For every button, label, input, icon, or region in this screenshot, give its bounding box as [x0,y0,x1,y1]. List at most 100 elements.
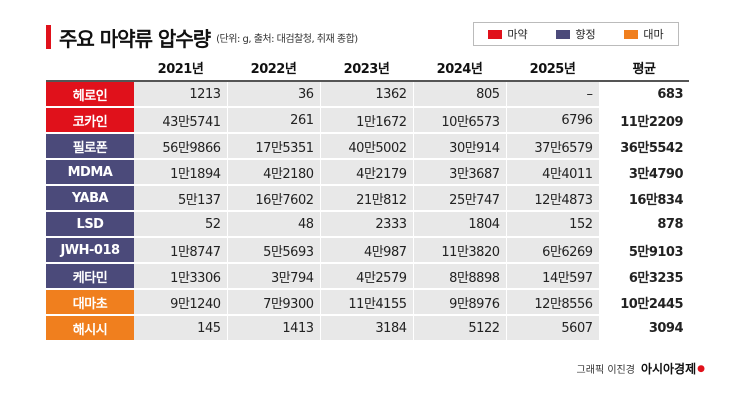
column-header: 2024년 [413,55,506,82]
legend-item: 향정 [556,26,596,42]
column-header: 2023년 [320,55,413,82]
value-cell: 1362 [320,81,414,108]
value-cell: 1만1894 [134,159,228,186]
seizure-table: 2021년 2022년 2023년 2024년 2025년 평균 헤로인 1213… [46,55,689,342]
value-cell: 145 [134,315,228,342]
credit: 그래픽 이진경 아시아경제 ● [577,360,705,377]
value-cell: 3184 [320,315,414,342]
table-row: MDMA 1만1894 4만2180 4만2179 3만3687 4만4011 3만4790 [46,159,689,186]
legend-swatch [624,29,639,39]
brand-logo: 아시아경제 [640,362,697,376]
value-cell: 1413 [227,315,321,342]
row-label: 케타민 [46,263,134,290]
average-cell: 3094 [599,315,689,342]
value-cell: 5만5693 [227,237,321,264]
value-cell: 1213 [134,81,228,108]
row-label: MDMA [46,159,134,186]
row-label: JWH-018 [46,237,134,264]
average-cell: 16만834 [599,185,689,212]
table-header-corner [46,55,134,82]
table-row: 케타민 1만3306 3만794 4만2579 8만8898 14만597 6만3235 [46,263,689,290]
value-cell: 3만3687 [413,159,507,186]
table-row: 필로폰 56만9866 17만5351 40만5002 30만914 37만6579 36만… [46,133,689,160]
value-cell: 8만8898 [413,263,507,290]
value-cell: 52 [134,211,228,238]
value-cell: 1804 [413,211,507,238]
row-label: 해시시 [46,315,134,342]
legend-swatch [488,29,503,39]
value-cell: 4만4011 [506,159,600,186]
average-cell: 3만4790 [599,159,689,186]
value-cell: 48 [227,211,321,238]
value-cell: 56만9866 [134,133,228,160]
header: 주요 마약류 압수량 (단위: g, 출처: 대검찰청, 취재 종합) [46,22,358,52]
table-row: 헤로인 1213 36 1362 805–683 [46,81,689,108]
row-label: YABA [46,185,134,212]
average-cell: 5만9103 [599,237,689,264]
page-title: 주요 마약류 압수량 [59,26,211,51]
average-cell: 11만2209 [599,107,689,134]
row-label: LSD [46,211,134,238]
value-cell: 4만987 [320,237,414,264]
average-cell: 10만2445 [599,289,689,316]
credit-text: 그래픽 이진경 [576,365,635,376]
title-accent-bar [46,25,51,49]
value-cell: 1만8747 [134,237,228,264]
value-cell: 4만2579 [320,263,414,290]
table-row: YABA 5만137 16만7602 21만812 25만747 12만4873 16만83… [46,185,689,212]
value-cell: 4만2179 [320,159,414,186]
row-label: 코카인 [46,107,134,134]
legend-label: 향정 [575,28,596,41]
value-cell: 11만4155 [320,289,414,316]
value-cell: 14만597 [506,263,600,290]
average-cell: 6만3235 [599,263,689,290]
legend-label: 마약 [507,28,528,41]
value-cell: 4만2180 [227,159,321,186]
value-cell: 6만6269 [506,237,600,264]
row-label: 헤로인 [46,81,134,108]
average-cell: 878 [599,211,689,238]
table-row: 해시시 145 1413 3184 5122 5607 3094 [46,315,689,342]
value-cell: 12만4873 [506,185,600,212]
value-cell: 10만6573 [413,107,507,134]
table-row: LSD 52 48 2333 1804 152 878 [46,211,689,238]
value-cell: 6796 [506,107,600,134]
table-header-row: 2021년 2022년 2023년 2024년 2025년 평균 [46,55,689,82]
page-subtitle: (단위: g, 출처: 대검찰청, 취재 종합) [216,33,358,45]
value-cell: 261 [227,107,321,134]
legend-swatch [556,29,571,39]
value-cell: 17만5351 [227,133,321,160]
table-row: 코카인 43만5741 261 1만1672 10만6573 6796 11만2209 [46,107,689,134]
average-cell: 683 [599,81,689,108]
value-cell: 9만1240 [134,289,228,316]
value-cell: 1만3306 [134,263,228,290]
value-cell: 25만747 [413,185,507,212]
value-cell: 5607 [506,315,600,342]
value-cell: 11만3820 [413,237,507,264]
table-row: JWH-018 1만8747 5만5693 4만987 11만3820 6만6269 5만9… [46,237,689,264]
value-cell: 30만914 [413,133,507,160]
value-cell: 43만5741 [134,107,228,134]
value-cell: 37만6579 [506,133,600,160]
row-label: 필로폰 [46,133,134,160]
value-cell: 5만137 [134,185,228,212]
value-cell: 2333 [320,211,414,238]
value-cell: 1만1672 [320,107,414,134]
value-cell: 21만812 [320,185,414,212]
value-cell: 12만8556 [506,289,600,316]
column-header: 2022년 [227,55,320,82]
value-cell: 36 [227,81,321,108]
table-row: 대마초 9만1240 7만9300 11만4155 9만8976 12만8556 10만24… [46,289,689,316]
row-label: 대마초 [46,289,134,316]
legend-label: 대마 [643,28,664,41]
legend-item: 대마 [624,26,664,42]
value-cell: 9만8976 [413,289,507,316]
value-cell: 16만7602 [227,185,321,212]
value-cell: 805 [413,81,507,108]
value-cell: 7만9300 [227,289,321,316]
column-header: 평균 [599,55,689,82]
column-header: 2025년 [506,55,599,82]
value-cell: 3만794 [227,263,321,290]
brand-mark-icon: ● [697,363,705,374]
value-cell: – [506,81,600,108]
